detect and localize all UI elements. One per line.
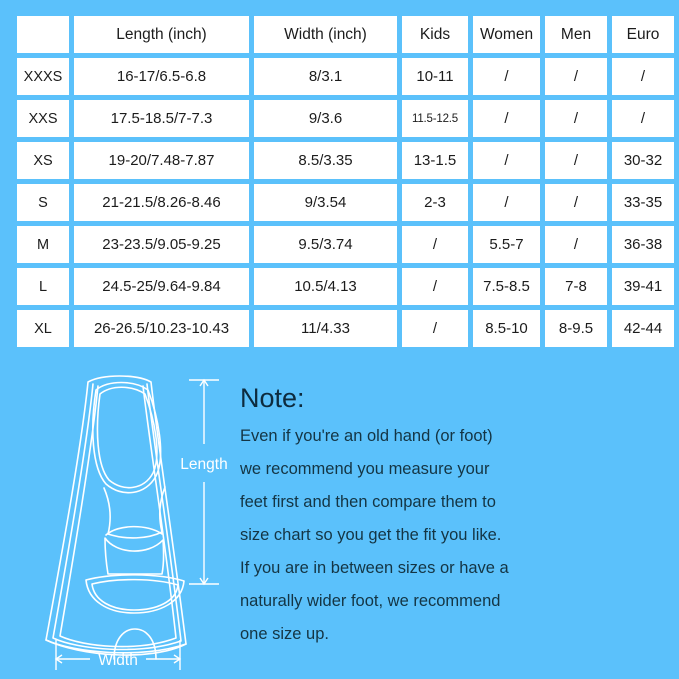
note-line: If you are in between sizes or have a [240, 559, 509, 578]
cell-women: 8.5-10 [473, 310, 540, 347]
cell-size: XL [17, 310, 69, 347]
note-line: naturally wider foot, we recommend [240, 592, 501, 611]
cell-women: 5.5-7 [473, 226, 540, 263]
cell-length: 19-20/7.48-7.87 [74, 142, 249, 179]
cell-men: / [545, 226, 607, 263]
cell-length: 26-26.5/10.23-10.43 [74, 310, 249, 347]
cell-width: 8.5/3.35 [254, 142, 397, 179]
width-label: Width [98, 652, 138, 669]
cell-euro: 30-32 [612, 142, 674, 179]
header-cell-width: Width (inch) [254, 16, 397, 53]
cell-euro: 42-44 [612, 310, 674, 347]
length-dimension-line [189, 378, 219, 586]
note-title: Note: [240, 383, 305, 413]
cell-women: / [473, 58, 540, 95]
cell-kids: 13-1.5 [402, 142, 468, 179]
cell-length: 17.5-18.5/7-7.3 [74, 100, 249, 137]
size-chart-table: Length (inch) Width (inch) Kids Women Me… [12, 11, 679, 352]
cell-kids: / [402, 310, 468, 347]
table-row: S 21-21.5/8.26-8.46 9/3.54 2-3 / / 33-35 [17, 184, 674, 221]
cell-width: 10.5/4.13 [254, 268, 397, 305]
cell-women: / [473, 184, 540, 221]
header-cell-euro: Euro [612, 16, 674, 53]
header-cell-kids: Kids [402, 16, 468, 53]
cell-women: 7.5-8.5 [473, 268, 540, 305]
table-row: M 23-23.5/9.05-9.25 9.5/3.74 / 5.5-7 / 3… [17, 226, 674, 263]
table-row: XL 26-26.5/10.23-10.43 11/4.33 / 8.5-10 … [17, 310, 674, 347]
cell-euro: 36-38 [612, 226, 674, 263]
cell-men: / [545, 142, 607, 179]
cell-kids: 11.5-12.5 [402, 100, 468, 137]
cell-width: 9/3.54 [254, 184, 397, 221]
table-row: XXXS 16-17/6.5-6.8 8/3.1 10-11 / / / [17, 58, 674, 95]
cell-men: / [545, 100, 607, 137]
table-row: XXS 17.5-18.5/7-7.3 9/3.6 11.5-12.5 / / … [17, 100, 674, 137]
table-row: XS 19-20/7.48-7.87 8.5/3.35 13-1.5 / / 3… [17, 142, 674, 179]
cell-euro: / [612, 100, 674, 137]
cell-kids: / [402, 268, 468, 305]
header-cell-empty [17, 16, 69, 53]
note-line: we recommend you measure your [240, 460, 490, 479]
cell-women: / [473, 100, 540, 137]
width-dimension-line [54, 640, 182, 670]
cell-size: XXXS [17, 58, 69, 95]
cell-euro: 33-35 [612, 184, 674, 221]
table-body: XXXS 16-17/6.5-6.8 8/3.1 10-11 / / / XXS… [17, 58, 674, 347]
note-and-diagram-panel: Length Width Note: Even if you're an old… [0, 372, 679, 679]
note-block: Note: Even if you're an old hand (or foo… [240, 384, 660, 651]
cell-width: 9/3.6 [254, 100, 397, 137]
cell-kids: 10-11 [402, 58, 468, 95]
cell-kids: / [402, 226, 468, 263]
note-line: Even if you're an old hand (or foot) [240, 427, 493, 446]
cell-euro: / [612, 58, 674, 95]
header-cell-men: Men [545, 16, 607, 53]
cell-size: XS [17, 142, 69, 179]
cell-men: 7-8 [545, 268, 607, 305]
table-header: Length (inch) Width (inch) Kids Women Me… [17, 16, 674, 53]
cell-length: 24.5-25/9.64-9.84 [74, 268, 249, 305]
header-cell-women: Women [473, 16, 540, 53]
cell-size: S [17, 184, 69, 221]
swim-fin-outline-icon: Length Width [45, 375, 228, 670]
size-chart-table-container: Length (inch) Width (inch) Kids Women Me… [12, 11, 674, 352]
cell-men: / [545, 58, 607, 95]
table-row: L 24.5-25/9.64-9.84 10.5/4.13 / 7.5-8.5 … [17, 268, 674, 305]
cell-men: / [545, 184, 607, 221]
cell-women: / [473, 142, 540, 179]
cell-length: 21-21.5/8.26-8.46 [74, 184, 249, 221]
note-line: one size up. [240, 625, 329, 644]
cell-kids: 2-3 [402, 184, 468, 221]
cell-width: 9.5/3.74 [254, 226, 397, 263]
cell-width: 11/4.33 [254, 310, 397, 347]
note-line: feet first and then compare them to [240, 493, 496, 512]
length-label: Length [180, 456, 227, 473]
header-cell-length: Length (inch) [74, 16, 249, 53]
swim-fin-diagram: Length Width [34, 372, 234, 679]
cell-men: 8-9.5 [545, 310, 607, 347]
note-line: size chart so you get the fit you like. [240, 526, 502, 545]
cell-size: L [17, 268, 69, 305]
cell-width: 8/3.1 [254, 58, 397, 95]
table-header-row: Length (inch) Width (inch) Kids Women Me… [17, 16, 674, 53]
cell-size: XXS [17, 100, 69, 137]
cell-euro: 39-41 [612, 268, 674, 305]
cell-length: 23-23.5/9.05-9.25 [74, 226, 249, 263]
cell-size: M [17, 226, 69, 263]
cell-length: 16-17/6.5-6.8 [74, 58, 249, 95]
